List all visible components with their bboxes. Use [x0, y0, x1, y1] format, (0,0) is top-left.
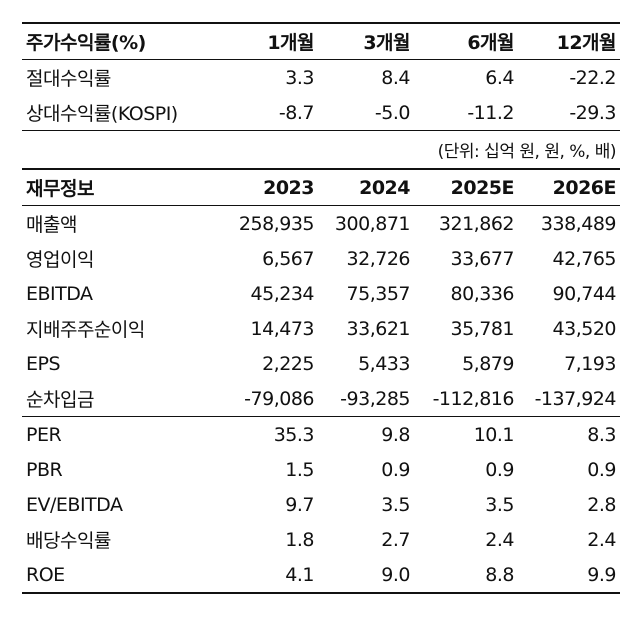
cell-value: 321,862: [438, 212, 515, 235]
cell-value: 45,234: [250, 282, 315, 305]
ratio-row-per: PER 35.3 9.8 10.1 8.3: [22, 417, 620, 453]
cell-value: 4.1: [218, 557, 315, 594]
row-label: 순차입금: [22, 381, 218, 417]
ratio-row-dividend-yield: 배당수익률 1.8 2.7 2.4 2.4: [22, 522, 620, 557]
row-label: 지배주주순이익: [26, 319, 145, 341]
financials-row-ebitda: EBITDA 45,234 75,357 80,336 90,744: [22, 276, 620, 311]
cell-value: 9.8: [381, 423, 410, 446]
row-label: EBITDA: [26, 282, 93, 305]
cell-value: 3.3: [285, 66, 314, 89]
cell-value: 7,193: [564, 352, 616, 375]
row-label: 영업이익: [26, 249, 94, 271]
cell-value: 0.9: [381, 458, 410, 481]
returns-header-label: 주가수익률(%): [22, 22, 218, 60]
returns-row-absolute: 절대수익률 3.3 8.4 6.4 -22.2: [22, 60, 620, 96]
cell-value: -11.2: [410, 95, 515, 131]
cell-value: 8.8: [410, 557, 515, 594]
financials-header-row: 재무정보 2023 2024 2025E 2026E: [22, 168, 620, 206]
cell-value: -79,086: [218, 381, 315, 417]
cell-value: -93,285: [314, 381, 411, 417]
cell-value: 258,935: [238, 212, 315, 235]
cell-value: 0.9: [587, 458, 616, 481]
financials-header-label: 재무정보: [22, 168, 218, 206]
row-label: EPS: [26, 352, 61, 375]
returns-header-1m: 1개월: [218, 22, 315, 60]
cell-value: 1.8: [285, 528, 314, 551]
cell-value: -22.2: [569, 66, 616, 89]
financials-row-eps: EPS 2,225 5,433 5,879 7,193: [22, 346, 620, 381]
cell-value: -8.7: [218, 95, 315, 131]
cell-value: 9.9: [514, 557, 620, 594]
returns-header-6m: 6개월: [410, 22, 515, 60]
cell-value: 2.8: [587, 493, 616, 516]
cell-value: 90,744: [552, 282, 617, 305]
cell-value: 42,765: [552, 247, 617, 270]
cell-value: 14,473: [250, 317, 315, 340]
cell-value: 1.5: [285, 458, 314, 481]
returns-header-row: 주가수익률(%) 1개월 3개월 6개월 12개월: [22, 22, 620, 60]
cell-value: 5,433: [358, 352, 410, 375]
cell-value: -5.0: [314, 95, 411, 131]
cell-value: 2.7: [381, 528, 410, 551]
financials-header-2023: 2023: [218, 168, 315, 206]
cell-value: 2.4: [485, 528, 514, 551]
unit-note-row: (단위: 십억 원, 원, %, 배): [22, 131, 620, 169]
financial-summary: 주가수익률(%) 1개월 3개월 6개월 12개월 절대수익률 3.3 8.4 …: [22, 22, 620, 594]
cell-value: 6.4: [485, 66, 514, 89]
cell-value: -112,816: [410, 381, 515, 417]
row-label: 배당수익률: [26, 530, 111, 552]
cell-value: 32,726: [346, 247, 411, 270]
cell-value: 33,677: [450, 247, 515, 270]
financials-header-2024: 2024: [314, 168, 411, 206]
ratio-row-ev-ebitda: EV/EBITDA 9.7 3.5 3.5 2.8: [22, 487, 620, 522]
row-label: 절대수익률: [26, 68, 111, 90]
cell-value: 3.5: [485, 493, 514, 516]
cell-value: 3.5: [381, 493, 410, 516]
returns-table: 주가수익률(%) 1개월 3개월 6개월 12개월 절대수익률 3.3 8.4 …: [22, 22, 620, 168]
cell-value: -29.3: [514, 95, 620, 131]
financials-row-net-income: 지배주주순이익 14,473 33,621 35,781 43,520: [22, 311, 620, 346]
cell-value: 2.4: [587, 528, 616, 551]
returns-header-3m: 3개월: [314, 22, 411, 60]
cell-value: 10.1: [473, 423, 515, 446]
cell-value: 8.4: [381, 66, 410, 89]
financials-row-revenue: 매출액 258,935 300,871 321,862 338,489: [22, 206, 620, 242]
financials-row-operating-profit: 영업이익 6,567 32,726 33,677 42,765: [22, 241, 620, 276]
returns-header-12m: 12개월: [514, 22, 620, 60]
cell-value: 75,357: [346, 282, 411, 305]
financials-header-2025e: 2025E: [410, 168, 515, 206]
cell-value: 43,520: [552, 317, 617, 340]
unit-note: (단위: 십억 원, 원, %, 배): [437, 142, 617, 162]
financials-table: 재무정보 2023 2024 2025E 2026E 매출액 258,935 3…: [22, 168, 620, 594]
cell-value: 338,489: [540, 212, 617, 235]
cell-value: 35,781: [450, 317, 515, 340]
financials-row-net-debt: 순차입금 -79,086 -93,285 -112,816 -137,924: [22, 381, 620, 417]
cell-value: 2,225: [262, 352, 314, 375]
ratio-row-pbr: PBR 1.5 0.9 0.9 0.9: [22, 452, 620, 487]
cell-value: 0.9: [485, 458, 514, 481]
row-label: PBR: [26, 458, 63, 481]
cell-value: 6,567: [262, 247, 314, 270]
row-label: 상대수익률(KOSPI): [22, 95, 218, 131]
cell-value: -137,924: [514, 381, 620, 417]
returns-row-relative: 상대수익률(KOSPI) -8.7 -5.0 -11.2 -29.3: [22, 95, 620, 131]
cell-value: 5,879: [462, 352, 514, 375]
cell-value: 80,336: [450, 282, 515, 305]
row-label: ROE: [22, 557, 218, 594]
cell-value: 35.3: [273, 423, 315, 446]
row-label: PER: [26, 423, 62, 446]
row-label: EV/EBITDA: [26, 493, 123, 516]
cell-value: 8.3: [587, 423, 616, 446]
cell-value: 300,871: [334, 212, 411, 235]
cell-value: 9.0: [314, 557, 411, 594]
row-label: 매출액: [26, 214, 77, 236]
financials-header-2026e: 2026E: [514, 168, 620, 206]
cell-value: 9.7: [285, 493, 314, 516]
cell-value: 33,621: [346, 317, 411, 340]
ratio-row-roe: ROE 4.1 9.0 8.8 9.9: [22, 557, 620, 594]
